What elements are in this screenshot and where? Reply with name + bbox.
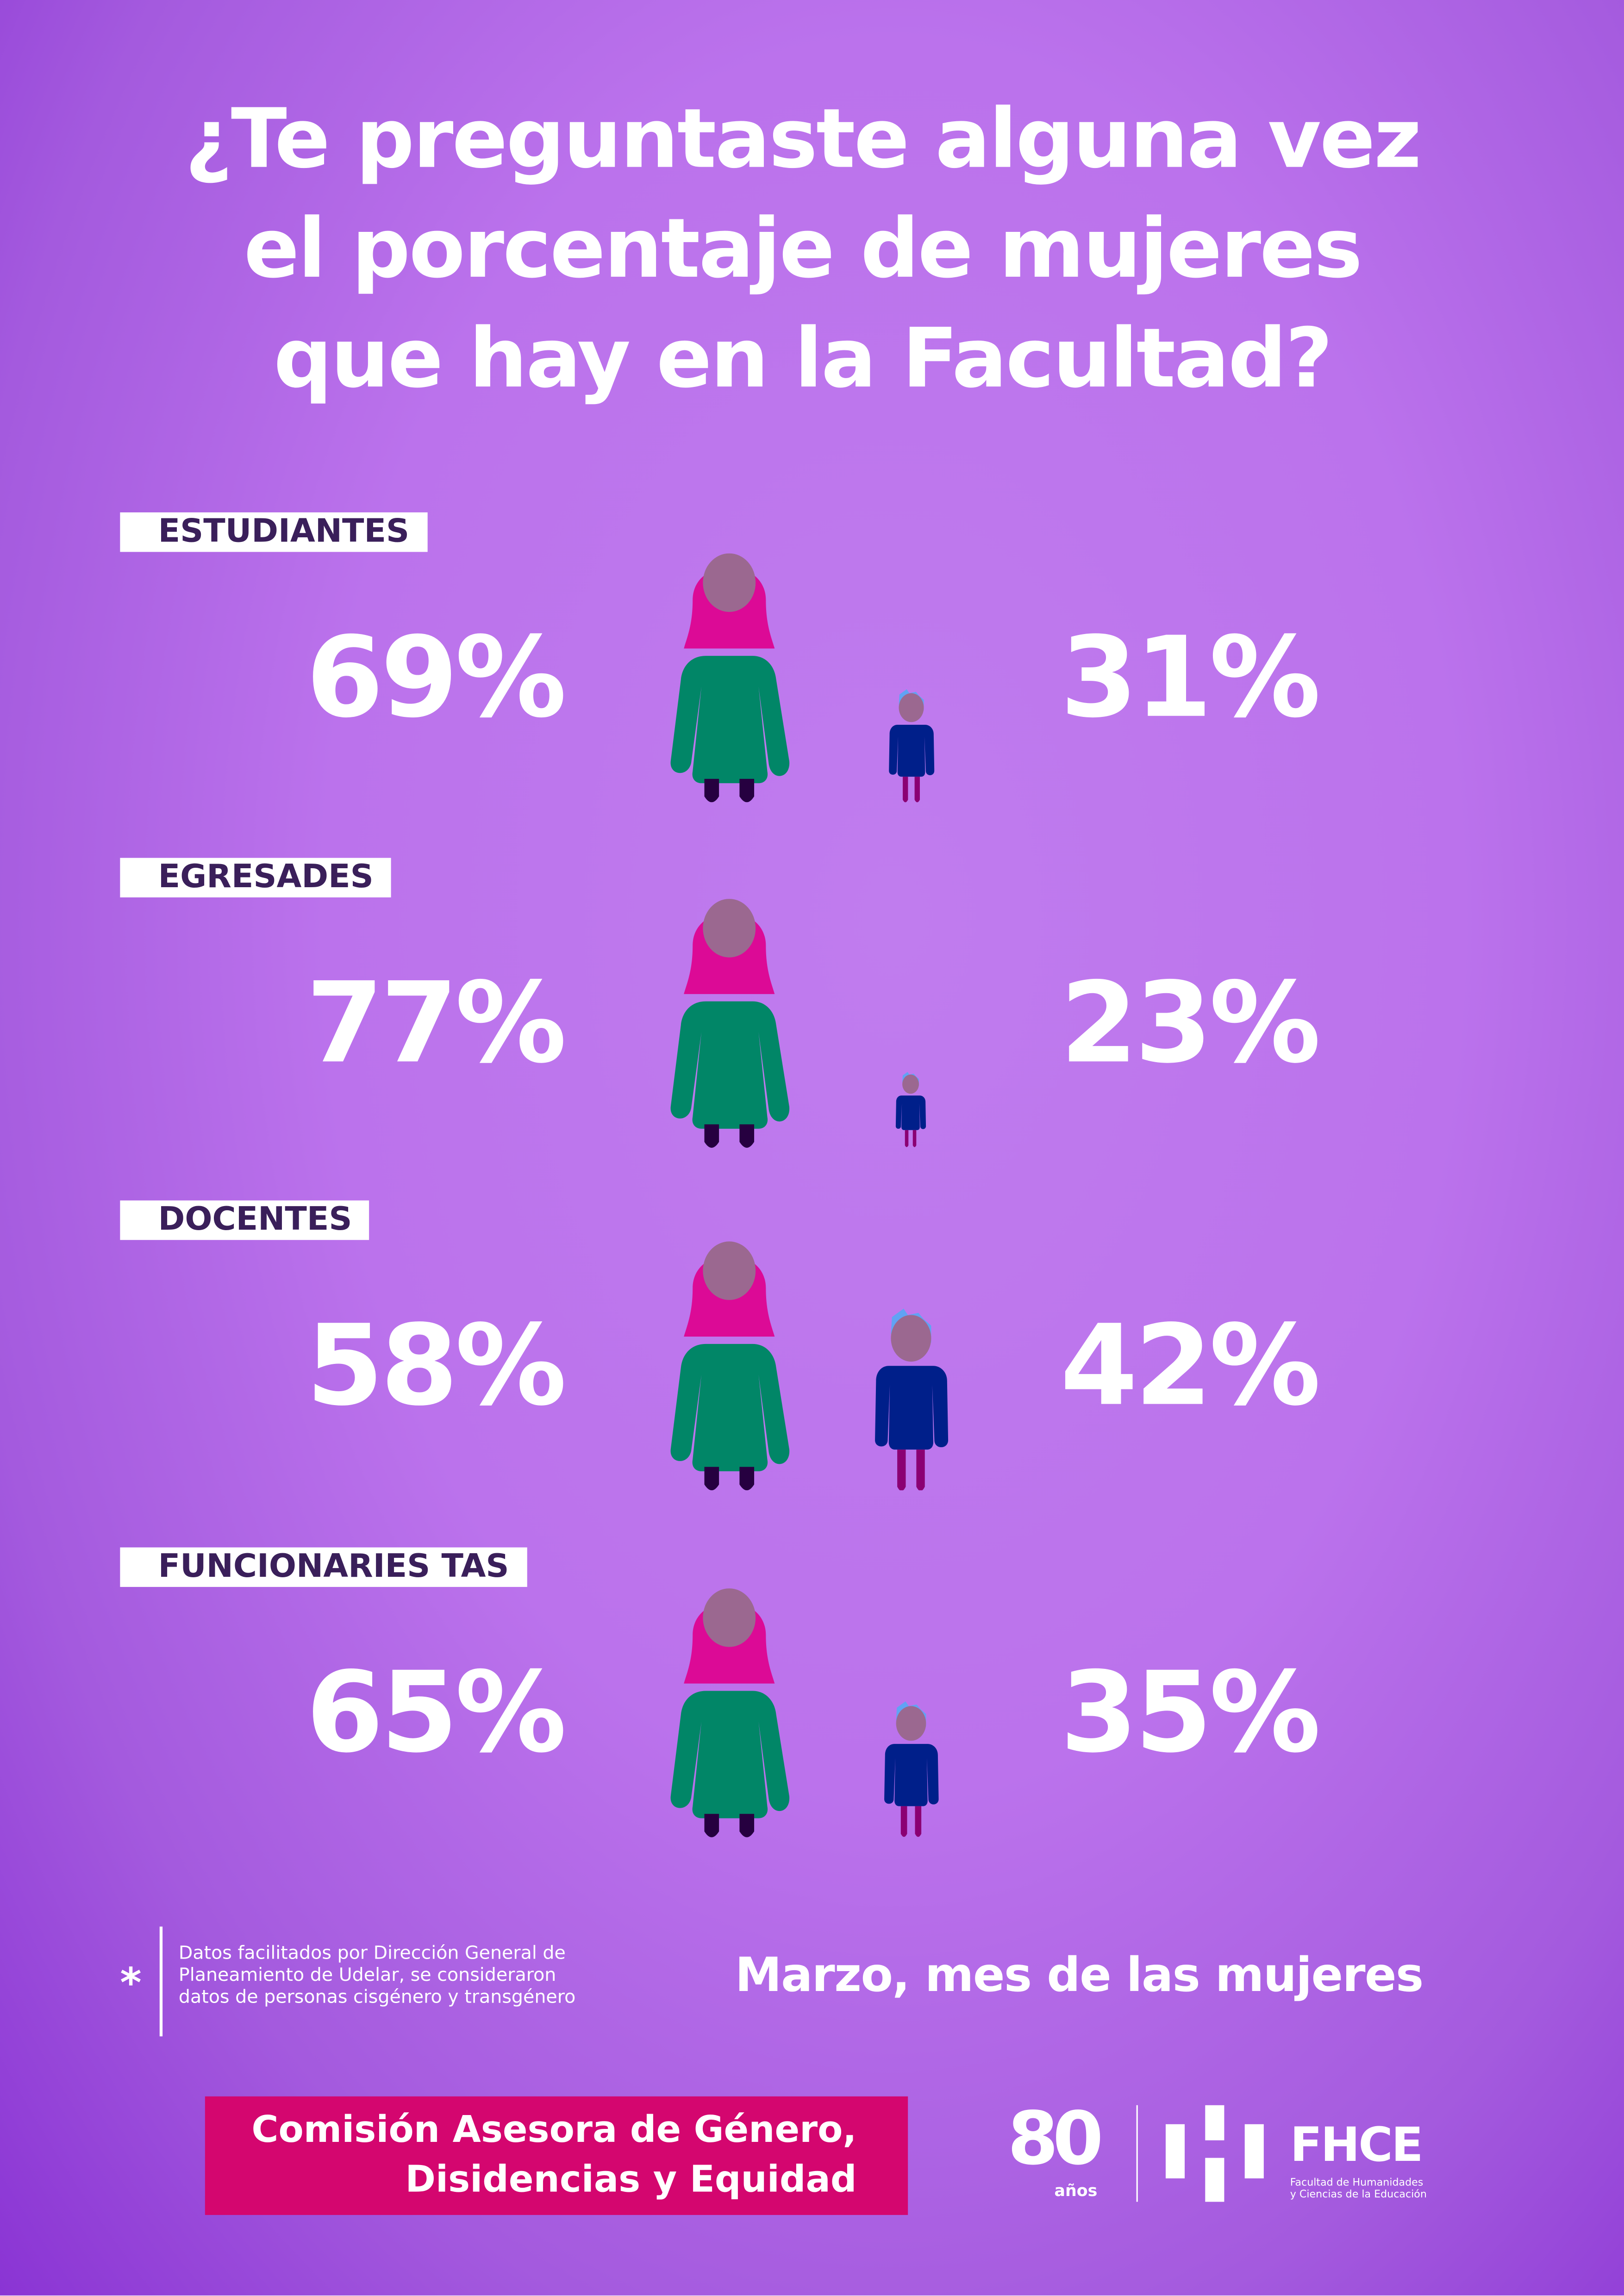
title-line: el porcentaje de mujeres (244, 202, 1363, 298)
anniversary-number: 80 (1007, 2096, 1103, 2182)
man-figure-icon (865, 1304, 956, 1491)
women-percentage: 65% (306, 1647, 567, 1778)
divider (159, 1926, 163, 2037)
title-line: que hay en la Facultad? (273, 311, 1333, 407)
leg (914, 776, 919, 803)
footnote-line: Planeamiento de Udelar, se consideraron (178, 1963, 556, 1985)
fhce-subtitle-line: Facultad de Humanidades (1290, 2177, 1424, 2189)
man-figure-icon (877, 1699, 944, 1837)
women-percentage: 69% (306, 612, 567, 742)
woman-figure-icon (666, 890, 792, 1148)
woman-figure-icon (666, 545, 792, 803)
woman-figure-icon (666, 1232, 792, 1491)
dress (670, 656, 790, 784)
face (703, 1241, 756, 1300)
leg (914, 1806, 921, 1837)
category-label: DOCENTES (120, 1200, 370, 1240)
stat-row: DOCENTES 58% 42% (0, 1200, 1624, 1537)
women-percentage: 58% (306, 1300, 567, 1431)
page-title: ¿Te preguntaste alguna vez el porcentaje… (0, 85, 1605, 414)
leg (905, 1131, 909, 1148)
asterisk-icon: * (120, 1959, 142, 2007)
face (703, 553, 756, 612)
man-figure-icon (892, 1071, 930, 1148)
face (703, 899, 756, 958)
comision-line: Comisión Asesora de Género, (251, 2108, 857, 2151)
man-figure-icon (882, 686, 939, 803)
shirt (884, 1744, 939, 1807)
face (896, 1706, 926, 1741)
footnote-text: Datos facilitados por Dirección General … (179, 1941, 575, 2007)
stat-row: FUNCIONARIES TAS 65% 35% (0, 1547, 1624, 1885)
anniversary-word: años (1054, 2181, 1098, 2201)
leg (739, 778, 755, 803)
leg (913, 1131, 917, 1148)
leg (897, 1449, 906, 1491)
face (890, 1314, 931, 1361)
leg (704, 1814, 719, 1837)
stat-row: ESTUDIANTES 69% 31% (0, 512, 1624, 849)
category-label: EGRESADES (120, 858, 391, 898)
fhce-subtitle-line: y Ciencias de la Educación (1290, 2188, 1427, 2201)
comision-line: Disidencias y Equidad (405, 2158, 857, 2201)
leg (704, 1467, 719, 1491)
leg (902, 776, 908, 803)
anniversary-logo: 80 años (1007, 2102, 1124, 2204)
fhce-emblem-icon (1165, 2105, 1264, 2202)
face (898, 693, 924, 722)
title-line: ¿Te preguntaste alguna vez (185, 92, 1421, 187)
men-percentage: 31% (1060, 612, 1321, 742)
motto: Marzo, mes de las mujeres (735, 1947, 1424, 2003)
leg (916, 1449, 925, 1491)
women-percentage: 77% (306, 957, 567, 1088)
fhce-logo-text: FHCE (1290, 2116, 1424, 2173)
leg (704, 1124, 719, 1148)
leg (900, 1806, 907, 1837)
men-percentage: 23% (1060, 957, 1321, 1088)
category-label: ESTUDIANTES (120, 512, 427, 552)
footnote-line: datos de personas cisgénero y transgéner… (178, 1985, 576, 2007)
category-label: FUNCIONARIES TAS (120, 1547, 527, 1587)
face (703, 1588, 756, 1647)
men-percentage: 42% (1060, 1300, 1321, 1431)
dress (670, 1001, 790, 1129)
face (902, 1075, 919, 1095)
stat-row: EGRESADES 77% 23% (0, 858, 1624, 1195)
leg (739, 1467, 755, 1491)
shirt (896, 1096, 926, 1131)
leg (739, 1124, 755, 1148)
dress (670, 1344, 790, 1472)
woman-figure-icon (666, 1580, 792, 1837)
shirt (874, 1365, 948, 1449)
leg (739, 1814, 755, 1837)
leg (704, 778, 719, 803)
dress (670, 1691, 790, 1818)
fhce-subtitle: Facultad de Humanidades y Ciencias de la… (1290, 2177, 1427, 2201)
footnote-line: Datos facilitados por Dirección General … (178, 1941, 566, 1963)
men-percentage: 35% (1060, 1647, 1321, 1778)
comision-badge: Comisión Asesora de Género, Disidencias … (205, 2096, 908, 2215)
shirt (888, 724, 934, 777)
logo-divider (1136, 2105, 1138, 2202)
